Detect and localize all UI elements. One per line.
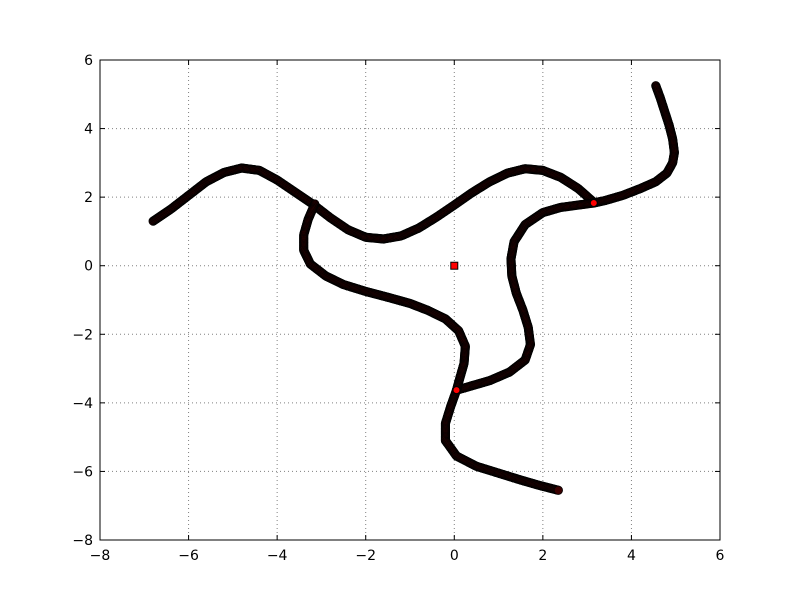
x-tick-label-1: −6	[178, 548, 199, 564]
y-tick-label-7: 6	[84, 53, 93, 69]
y-tick-label-4: 0	[84, 259, 93, 275]
y-tick-label-5: 2	[84, 190, 93, 206]
x-tick-label-7: 6	[716, 548, 725, 564]
series-1	[451, 81, 679, 395]
y-tick-label-2: −4	[72, 396, 93, 412]
series-0	[148, 163, 599, 244]
axis-ticks: −8 −6 −4 −2 0 2 4 6 −8 −6 −4 −2 0 2 4 6	[72, 53, 724, 564]
y-tick-label-0: −8	[72, 533, 93, 549]
y-tick-label-1: −6	[72, 464, 93, 480]
x-tick-label-0: −8	[90, 548, 111, 564]
y-tick-label-3: −2	[72, 327, 93, 343]
series-2-point	[553, 485, 563, 495]
axes-frame	[99, 59, 721, 541]
x-tick-label-6: 4	[627, 548, 636, 564]
series-2	[299, 199, 563, 495]
highlight-marker-0	[450, 261, 459, 270]
highlight-marker-1	[589, 198, 598, 207]
highlight-marker-2	[452, 386, 461, 395]
x-tick-label-3: −2	[355, 548, 376, 564]
x-tick-label-2: −4	[267, 548, 288, 564]
plot-area	[148, 81, 679, 495]
x-tick-label-4: 0	[450, 548, 459, 564]
y-tick-label-6: 4	[84, 122, 93, 138]
x-tick-label-5: 2	[538, 548, 547, 564]
